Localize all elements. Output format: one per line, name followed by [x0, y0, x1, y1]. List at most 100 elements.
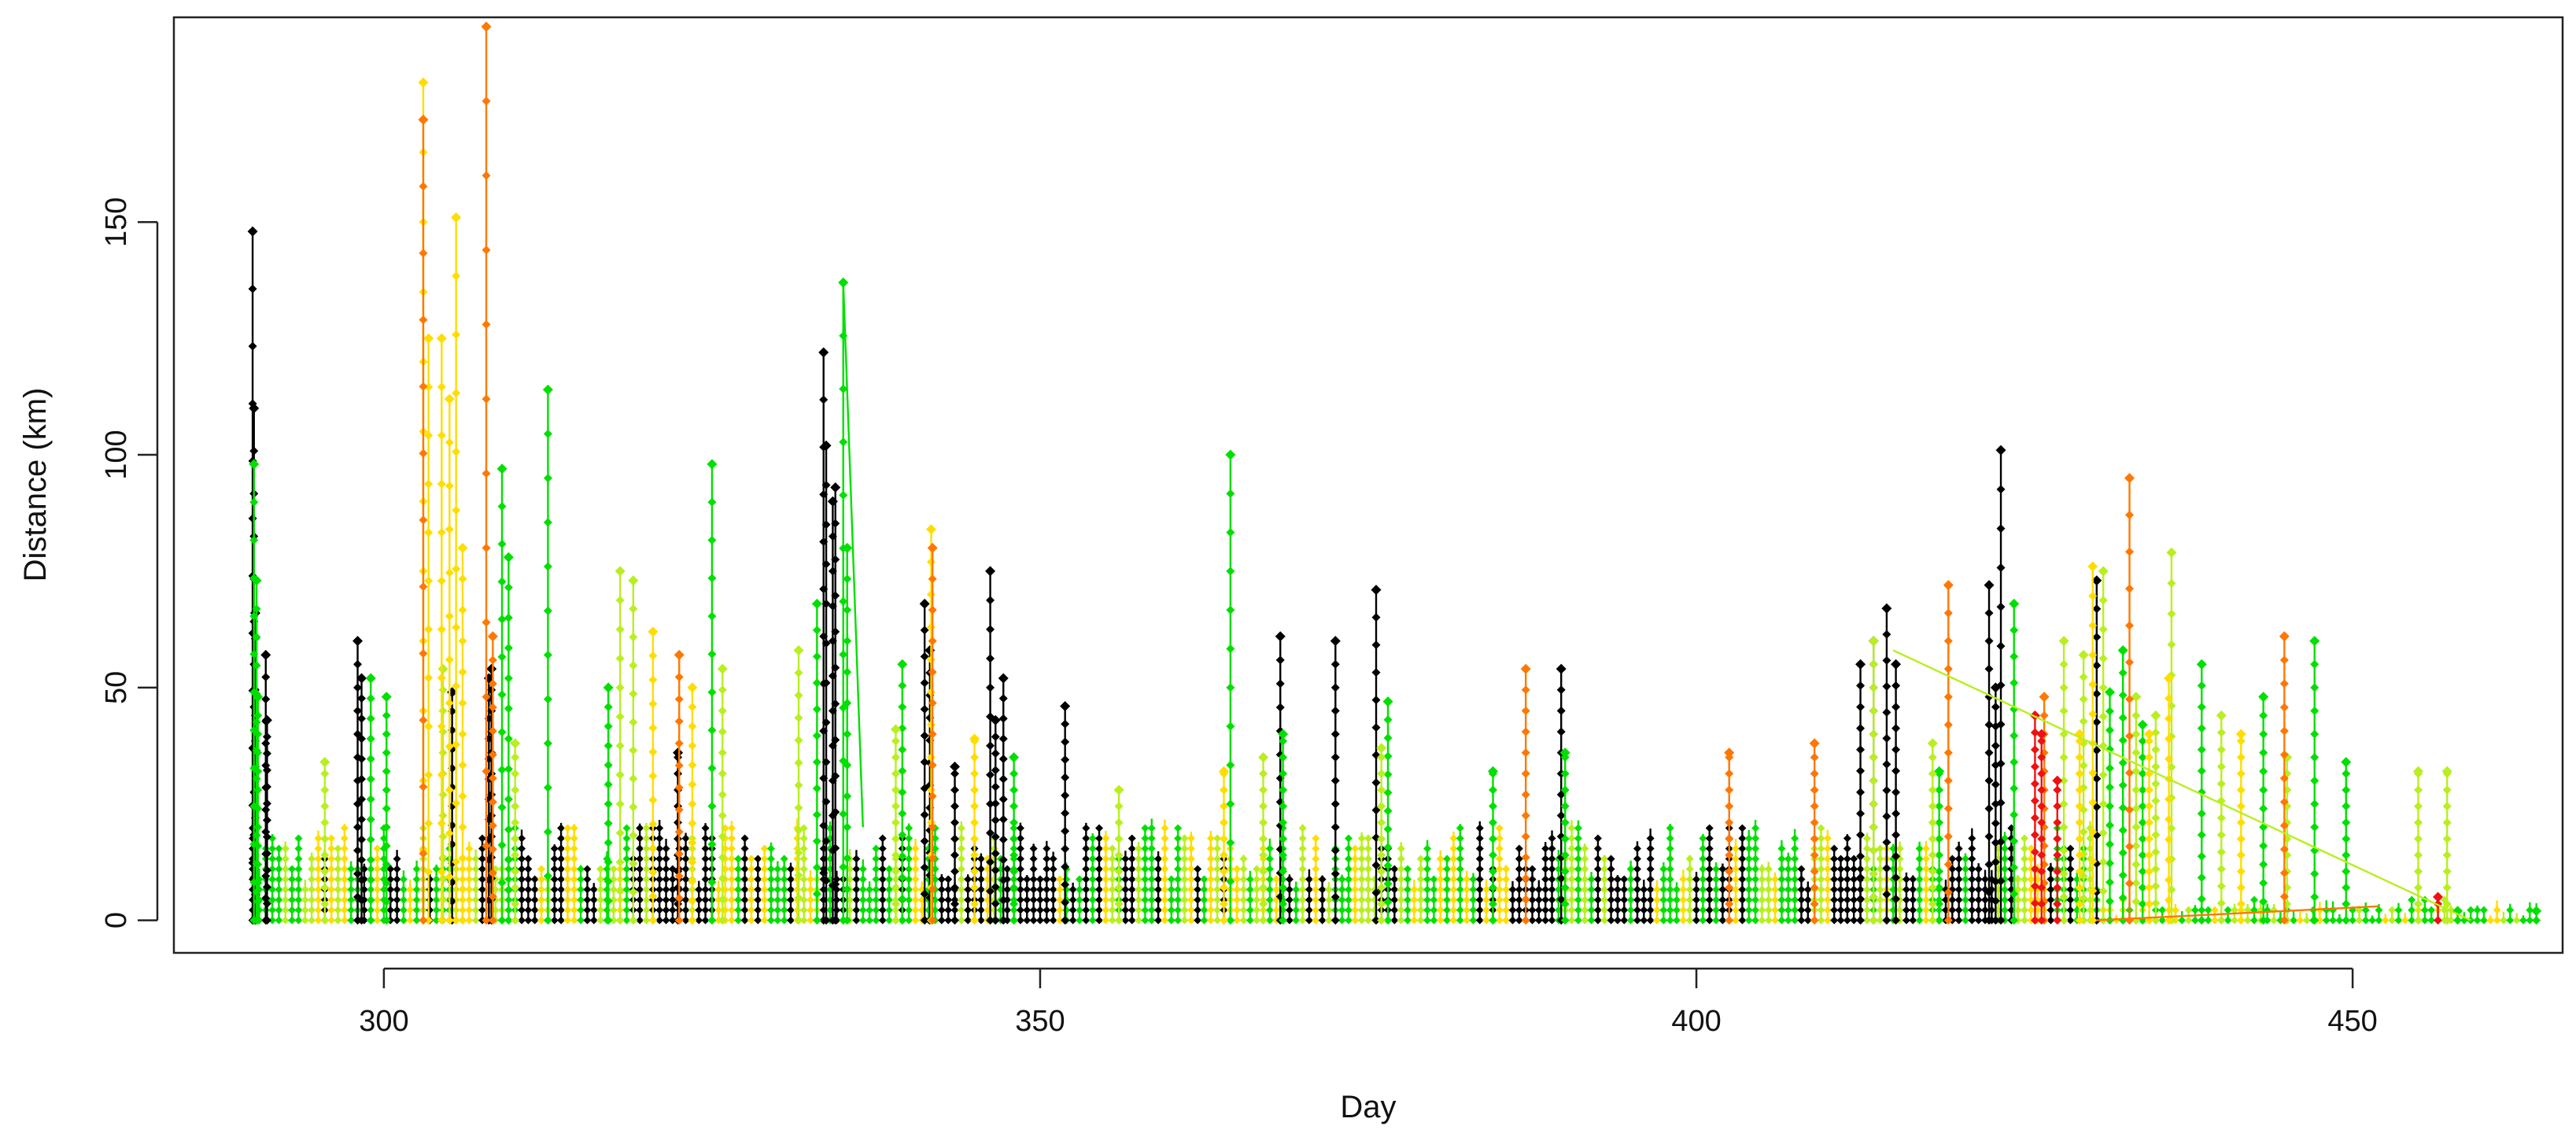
data-point [1200, 916, 1209, 925]
data-point [794, 668, 803, 677]
daily-track [1416, 855, 1425, 925]
data-point [1962, 855, 1969, 863]
data-point [589, 906, 598, 914]
data-point [1534, 906, 1543, 914]
daily-track [636, 823, 644, 925]
data-point [452, 389, 461, 398]
data-point [382, 785, 391, 795]
data-point [1633, 855, 1641, 863]
spike [2098, 566, 2109, 925]
data-point [648, 771, 658, 781]
daily-track [1620, 875, 1629, 925]
data-point [707, 688, 717, 697]
data-point [275, 906, 283, 914]
data-point [437, 625, 446, 634]
data-point [1732, 865, 1740, 873]
data-point [2010, 757, 2019, 766]
data-point [452, 622, 461, 632]
data-point [1797, 906, 1806, 914]
data-point [2066, 895, 2075, 904]
data-point [1921, 855, 1930, 863]
data-point [294, 834, 303, 843]
data-point [831, 843, 840, 853]
data-point [1383, 879, 1393, 888]
data-point [249, 497, 259, 507]
data-point [1390, 906, 1399, 914]
data-point [885, 906, 894, 914]
peak-point [2009, 598, 2020, 609]
data-point [357, 714, 367, 723]
data-point [688, 702, 697, 711]
data-point [1685, 865, 1694, 873]
data-point [1843, 844, 1851, 853]
data-point [1738, 895, 1747, 904]
data-point [1456, 916, 1464, 925]
data-point [1581, 865, 1589, 873]
x-tick-label: 450 [2327, 1005, 2377, 1038]
data-point [1521, 706, 1530, 715]
data-point [740, 855, 749, 863]
data-point [1968, 865, 1976, 873]
x-tick-label: 350 [1015, 1005, 1065, 1038]
data-point [1147, 906, 1156, 914]
data-point [471, 895, 480, 904]
data-point [2030, 779, 2039, 788]
data-point [1902, 906, 1910, 914]
peak-point [261, 714, 272, 725]
data-point [1548, 906, 1556, 914]
data-point [1463, 885, 1471, 894]
data-point [1187, 895, 1195, 904]
data-point [681, 916, 690, 925]
data-point [268, 875, 277, 884]
data-point [2310, 683, 2320, 692]
data-point [812, 731, 821, 740]
data-point [1430, 916, 1438, 925]
data-point [655, 844, 664, 853]
data-point [1915, 865, 1924, 873]
data-point [445, 437, 454, 447]
data-point [794, 803, 803, 813]
data-point [885, 865, 894, 873]
data-point [334, 906, 342, 914]
data-point [812, 626, 821, 635]
data-point [1488, 899, 1497, 909]
data-point [1364, 834, 1372, 843]
data-point [681, 906, 690, 914]
daily-track [2243, 903, 2252, 925]
data-point [1061, 844, 1070, 854]
data-point [1495, 824, 1504, 832]
data-point [1330, 822, 1340, 832]
data-point [294, 875, 303, 884]
data-point [1567, 875, 1576, 884]
peak-point [457, 542, 468, 553]
data-point [1174, 875, 1183, 884]
daily-track [740, 834, 749, 925]
data-point [357, 694, 367, 703]
data-point [2046, 895, 2055, 904]
data-point [2210, 906, 2219, 914]
data-point [787, 906, 795, 914]
data-point [1102, 885, 1110, 894]
data-point [445, 525, 454, 534]
data-point [2335, 916, 2344, 925]
data-point [1383, 843, 1393, 852]
daily-track [2479, 906, 2488, 925]
data-point [1521, 832, 1530, 841]
data-point [1344, 895, 1353, 904]
data-point [1061, 737, 1070, 747]
data-point [537, 865, 546, 873]
daily-track [1443, 855, 1452, 925]
peak-point [926, 524, 937, 535]
data-point [1449, 865, 1458, 873]
data-point [1371, 696, 1381, 705]
data-point [950, 883, 960, 892]
data-point [1135, 855, 1143, 863]
data-point [1738, 865, 1747, 873]
data-point [718, 790, 727, 799]
data-point [2125, 768, 2135, 777]
data-point [714, 906, 723, 914]
data-point [1984, 637, 1994, 646]
data-point [1082, 895, 1091, 904]
data-point [1147, 895, 1156, 904]
peak-point [2058, 636, 2069, 647]
